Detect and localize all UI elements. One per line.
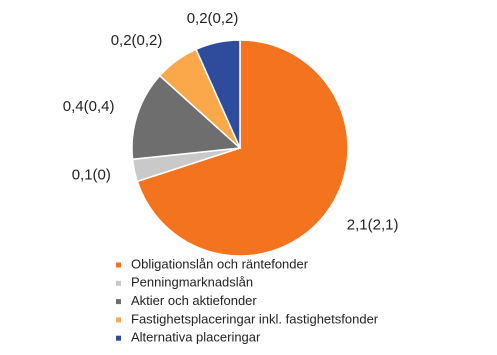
legend-marker: [116, 317, 121, 323]
legend-label: Aktier och aktiefonder: [131, 293, 257, 308]
pie-slice: [136, 39, 349, 257]
legend-marker: [116, 280, 121, 286]
legend-label: Alternativa placeringar: [131, 330, 261, 345]
data-label: 2,1(2,1): [347, 217, 399, 234]
legend-marker: [116, 299, 121, 305]
legend-marker: [116, 262, 121, 268]
legend-label: Fastighetsplaceringar inkl. fastighetsfo…: [131, 311, 379, 326]
legend-label: Obligationslån och räntefonder: [131, 256, 309, 271]
data-label: 0,2(0,2): [187, 10, 239, 27]
pie-slice: [195, 39, 241, 149]
data-label: 0,1(0): [72, 166, 111, 183]
legend-label: Penningmarknadslån: [131, 275, 253, 290]
data-label: 0,2(0,2): [111, 32, 163, 49]
pie-slice: [131, 74, 242, 161]
legend-marker: [116, 335, 121, 341]
data-label: 0,4(0,4): [63, 98, 115, 115]
